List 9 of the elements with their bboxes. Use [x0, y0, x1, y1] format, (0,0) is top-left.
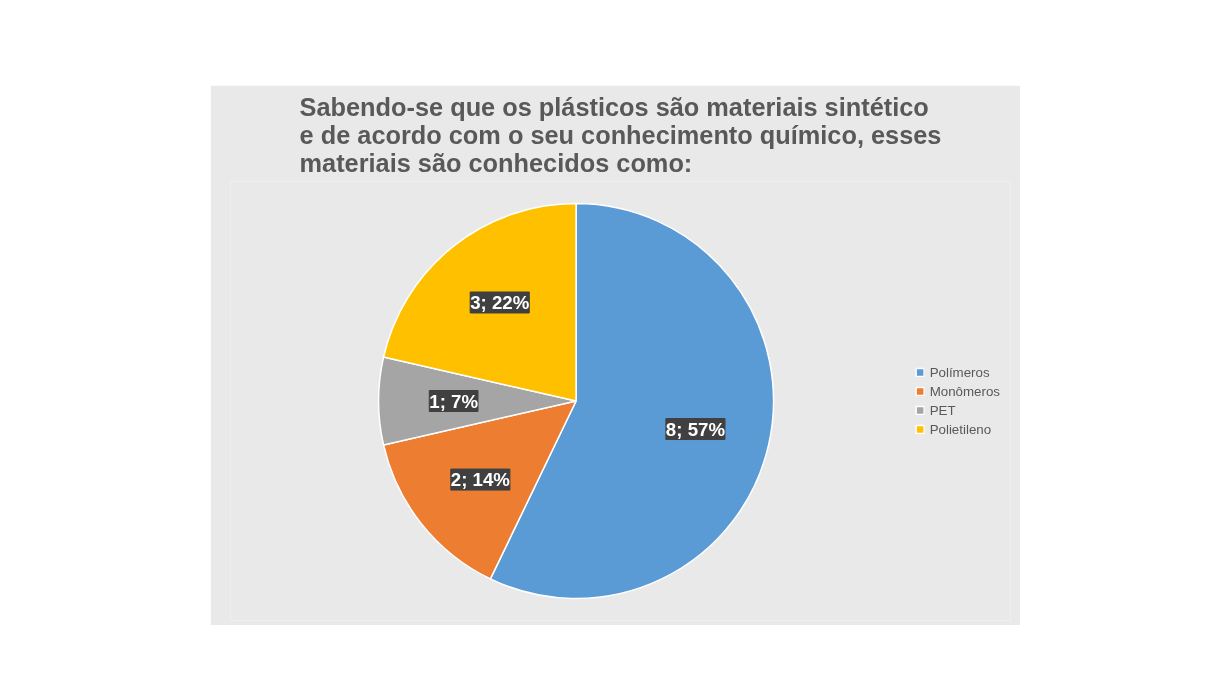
- legend-label: Polímeros: [929, 364, 990, 380]
- legend-label: Monômeros: [929, 383, 1000, 399]
- data-label: 8; 57%: [665, 418, 726, 440]
- data-label: 3; 22%: [470, 291, 530, 313]
- legend-label: Polietileno: [929, 421, 992, 437]
- data-label: 2; 14%: [450, 469, 511, 491]
- legend-label: PET: [929, 402, 956, 418]
- data-label: 1; 7%: [429, 390, 479, 412]
- chart-title: Sabendo-se que os plásticos são materiais sintético e de acordo com o seu conhecimento químico, esses materiais são conhecidos como:: [299, 92, 942, 177]
